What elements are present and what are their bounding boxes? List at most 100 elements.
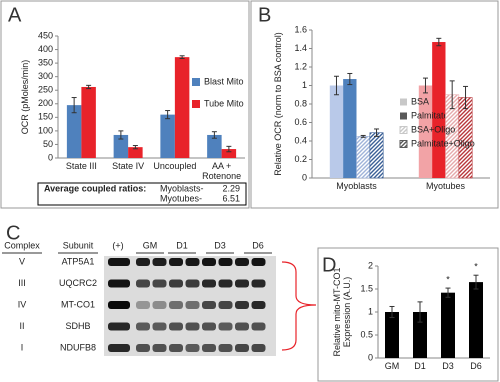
complex-label: III xyxy=(18,278,26,288)
bar xyxy=(469,282,483,358)
blot-header: D1 xyxy=(176,240,188,250)
y-tick-label: 1.2 xyxy=(294,61,307,71)
subunit-label: NDUFB8 xyxy=(60,342,96,352)
legend-swatch xyxy=(192,78,200,86)
panel-label: B xyxy=(258,4,271,26)
blot-band xyxy=(185,279,200,288)
y-tick-label: 100 xyxy=(38,125,53,135)
blot-header: D6 xyxy=(252,240,264,250)
y-tick-label: 2 xyxy=(368,260,373,270)
x-tick-label: D6 xyxy=(470,361,482,371)
blot-band xyxy=(152,344,167,352)
x-tick-label: State III xyxy=(65,161,97,171)
bar xyxy=(113,134,129,158)
panel-label: D xyxy=(322,254,336,276)
x-tick-label: Myotubes xyxy=(425,181,466,191)
blot-band xyxy=(218,279,233,288)
x-tick-label-box: AA + Rotenone xyxy=(202,161,241,181)
y-tick-label: 1 xyxy=(302,80,307,90)
y-tick-label: 250 xyxy=(38,85,53,95)
legend-swatch xyxy=(192,100,200,108)
blot-band xyxy=(152,279,167,288)
y-tick-label: 0 xyxy=(368,352,373,362)
x-tick-label-box: State III xyxy=(65,161,97,171)
bar xyxy=(432,42,446,179)
y-tick-label: 0.5 xyxy=(360,329,373,339)
y-tick-label: 0.4 xyxy=(294,135,307,145)
blot-band xyxy=(169,322,183,331)
blot-band xyxy=(136,322,150,331)
bar xyxy=(160,114,175,158)
y-tick-label: 0.8 xyxy=(294,98,307,108)
ratio-label: Myotubes- xyxy=(160,193,202,203)
bar xyxy=(413,312,427,358)
blot-band xyxy=(202,344,216,352)
y-tick-label: 0.2 xyxy=(294,154,307,164)
ratio-title: Average coupled ratios: xyxy=(44,183,146,193)
blot-band xyxy=(185,322,200,331)
y-tick-label: 150 xyxy=(38,112,53,122)
ratio-label: Myoblasts- xyxy=(160,183,204,193)
x-tick-label: GM xyxy=(384,361,400,371)
y-tick-label: 0 xyxy=(302,172,307,182)
panel-frame xyxy=(250,0,499,209)
blot-band xyxy=(136,301,150,309)
legend-label: Palmitate+Oligo xyxy=(411,138,475,148)
y-tick-label: 1 xyxy=(368,306,373,316)
bar xyxy=(207,134,222,158)
blot-band xyxy=(202,258,216,266)
y-tick-label: 450 xyxy=(38,30,53,40)
blot-band xyxy=(136,344,150,352)
blot-band xyxy=(152,301,167,309)
y-axis-label: Relative mito-MT-CO1 Expression (A.U.) xyxy=(332,267,352,357)
blot-band xyxy=(185,258,200,266)
blot-band xyxy=(108,322,130,331)
complex-label: II xyxy=(19,321,24,331)
y-tick-label: 1.4 xyxy=(294,43,307,53)
x-tick-label-box: D3 xyxy=(442,361,454,371)
blot-header: (+) xyxy=(112,240,123,250)
blot-band xyxy=(251,322,266,331)
blot-band xyxy=(136,258,150,266)
complex-label: IV xyxy=(18,299,27,309)
panel-label: A xyxy=(8,4,22,26)
blot-band xyxy=(251,279,266,288)
bar xyxy=(418,85,433,178)
legend-label: Blast Mito xyxy=(204,76,244,86)
blot-band xyxy=(251,258,266,266)
x-tick-label-box: State IV xyxy=(112,161,144,171)
legend-swatch xyxy=(399,126,408,134)
blot-band xyxy=(185,301,200,309)
y-axis-label-box: OCR (pMoles/min) xyxy=(20,60,30,135)
y-axis-label: Relative OCR (norm to BSA control) xyxy=(273,32,283,176)
blot-band xyxy=(169,344,183,352)
bar xyxy=(343,79,357,178)
blot-band xyxy=(218,344,233,352)
blot-band xyxy=(202,279,216,288)
blot-band xyxy=(235,279,249,288)
blot-band xyxy=(185,344,200,352)
blot-header: GM xyxy=(143,240,158,250)
bar xyxy=(356,136,371,179)
blot-band xyxy=(202,322,216,331)
blot-band xyxy=(202,301,216,309)
y-tick-label: 0.6 xyxy=(294,117,307,127)
blot-band xyxy=(218,301,233,309)
legend-label: BSA+Oligo xyxy=(411,124,455,134)
complex-label: I xyxy=(21,342,24,352)
panel-frame xyxy=(0,0,250,209)
blot-band xyxy=(169,301,183,309)
y-tick-label: 1.6 xyxy=(294,24,307,34)
x-tick-label: D1 xyxy=(414,361,426,371)
panel-label: C xyxy=(6,222,20,244)
bar xyxy=(221,149,237,158)
bar xyxy=(128,147,143,158)
y-axis-label-box: Relative OCR (norm to BSA control) xyxy=(273,32,283,176)
annotation: * xyxy=(446,274,450,284)
ratio-value: 2.29 xyxy=(222,183,240,193)
blot-band xyxy=(108,279,130,288)
subunit-label: ATP5A1 xyxy=(62,256,95,266)
blot-band xyxy=(235,258,249,266)
bar xyxy=(369,132,384,179)
blot-band xyxy=(218,258,233,266)
